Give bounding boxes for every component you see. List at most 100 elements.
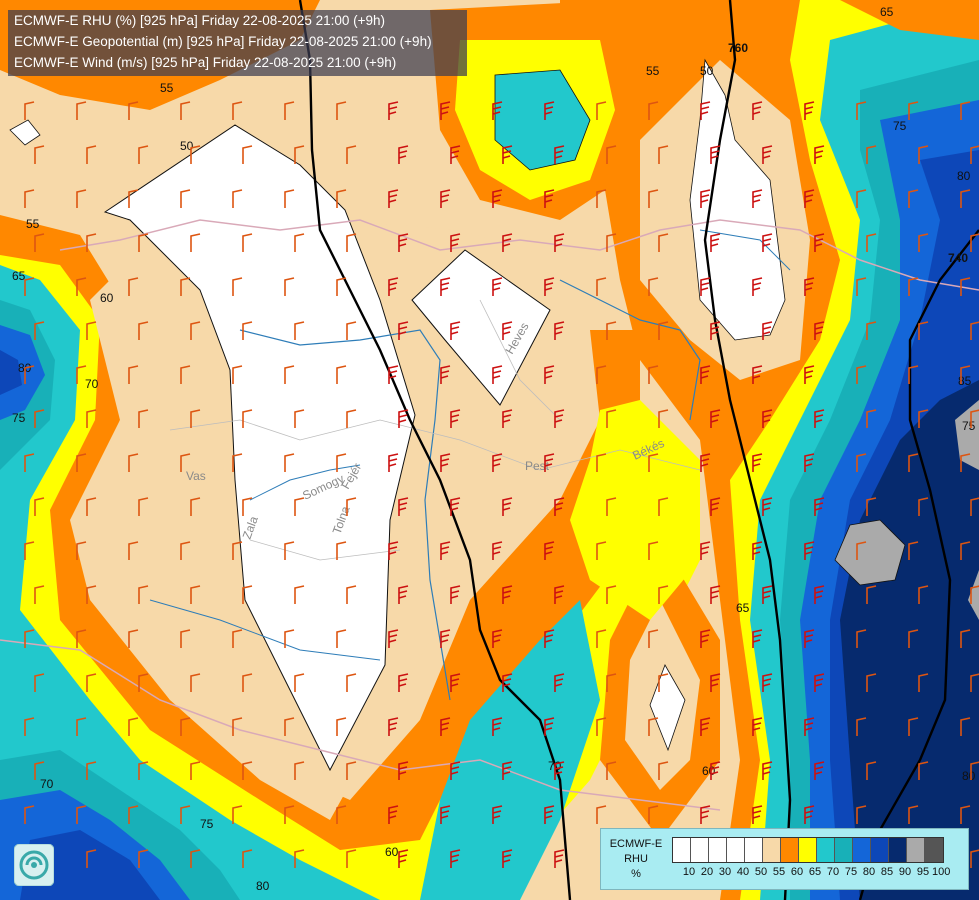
legend-tick-label: 60 bbox=[790, 866, 804, 878]
rhu-contour-label: 55 bbox=[26, 217, 40, 231]
wind-barb-icon bbox=[284, 365, 295, 384]
wind-barb-icon bbox=[606, 585, 617, 604]
wind-barb-icon bbox=[918, 761, 929, 780]
wind-barb-icon bbox=[336, 453, 347, 472]
wind-barb-icon bbox=[180, 277, 191, 296]
wind-barb-icon bbox=[294, 761, 305, 780]
rhu-contour-label: 60 bbox=[100, 291, 114, 305]
wind-barb-icon bbox=[190, 849, 201, 868]
wind-barb-icon bbox=[700, 189, 711, 208]
wind-barb-icon bbox=[336, 717, 347, 736]
wind-barb-icon bbox=[970, 321, 979, 340]
wind-barb-icon bbox=[804, 541, 815, 560]
wind-barb-icon bbox=[866, 321, 877, 340]
wind-barb-icon bbox=[710, 233, 721, 252]
wind-barb-icon bbox=[700, 365, 711, 384]
wind-barb-icon bbox=[128, 717, 139, 736]
wind-barb-icon bbox=[554, 145, 565, 164]
wind-barb-icon bbox=[190, 409, 201, 428]
title-wind: ECMWF-E Wind (m/s) [925 hPa] Friday 22-0… bbox=[14, 55, 397, 70]
wind-barb-icon bbox=[752, 541, 763, 560]
wind-barb-icon bbox=[554, 761, 565, 780]
wind-barb-icon bbox=[450, 849, 461, 868]
rhu-contour-label: 70 bbox=[85, 377, 99, 391]
wind-barb-icon bbox=[294, 585, 305, 604]
wind-barb-icon bbox=[866, 145, 877, 164]
wind-barb-icon bbox=[336, 189, 347, 208]
wind-barb-icon bbox=[866, 497, 877, 516]
title-box: ECMWF-E RHU (%) [925 hPa] Friday 22-08-2… bbox=[8, 10, 467, 76]
wind-barb-icon bbox=[804, 805, 815, 824]
wind-barb-icon bbox=[242, 497, 253, 516]
wind-barb-icon bbox=[970, 409, 979, 428]
wind-barb-icon bbox=[752, 189, 763, 208]
wind-barb-icon bbox=[232, 717, 243, 736]
wind-barb-icon bbox=[856, 541, 867, 560]
wind-barb-icon bbox=[450, 497, 461, 516]
wind-barb-icon bbox=[908, 189, 919, 208]
wind-barb-icon bbox=[398, 145, 409, 164]
legend-swatch bbox=[871, 838, 889, 862]
wind-barb-icon bbox=[804, 365, 815, 384]
wind-barb-icon bbox=[440, 101, 451, 120]
wind-barb-icon bbox=[606, 145, 617, 164]
wind-barb-icon bbox=[336, 541, 347, 560]
wind-barb-icon bbox=[138, 761, 149, 780]
wind-barb-icon bbox=[648, 365, 659, 384]
wind-barb-icon bbox=[232, 453, 243, 472]
wind-barb-icon bbox=[502, 673, 513, 692]
wind-barb-icon bbox=[502, 409, 513, 428]
wind-barb-icon bbox=[450, 145, 461, 164]
wind-barb-icon bbox=[232, 277, 243, 296]
legend-swatch bbox=[817, 838, 835, 862]
wind-barb-icon bbox=[596, 189, 607, 208]
wind-barb-icon bbox=[814, 321, 825, 340]
wind-barb-icon bbox=[190, 497, 201, 516]
wind-barb-icon bbox=[752, 629, 763, 648]
wind-barb-icon bbox=[76, 453, 87, 472]
wind-barb-icon bbox=[502, 761, 513, 780]
wind-barb-icon bbox=[752, 805, 763, 824]
legend-tick-label: 50 bbox=[754, 866, 768, 878]
wind-barb-icon bbox=[596, 101, 607, 120]
wind-barb-icon bbox=[76, 805, 87, 824]
wind-barb-icon bbox=[388, 453, 399, 472]
wind-barb-icon bbox=[648, 277, 659, 296]
wind-barb-icon bbox=[918, 409, 929, 428]
wind-barb-icon bbox=[554, 673, 565, 692]
wind-barb-icon bbox=[606, 497, 617, 516]
title-geopotential: ECMWF-E Geopotential (m) [925 hPa] Frida… bbox=[14, 34, 432, 49]
wind-barb-icon bbox=[658, 321, 669, 340]
wind-barb-icon bbox=[86, 761, 97, 780]
wind-barb-icon bbox=[294, 145, 305, 164]
wind-barb-icon bbox=[970, 145, 979, 164]
wind-barb-icon bbox=[388, 805, 399, 824]
rhu-contour-label: 85 bbox=[958, 374, 972, 388]
wind-barb-icon bbox=[710, 585, 721, 604]
wind-barb-icon bbox=[34, 145, 45, 164]
wind-barb-icon bbox=[190, 761, 201, 780]
region-label: Vas bbox=[186, 469, 206, 483]
wind-barb-icon bbox=[450, 761, 461, 780]
wind-barb-icon bbox=[554, 409, 565, 428]
wind-barb-icon bbox=[804, 101, 815, 120]
wind-barb-icon bbox=[544, 365, 555, 384]
wind-barb-icon bbox=[596, 365, 607, 384]
wind-barb-icon bbox=[388, 189, 399, 208]
wind-barb-icon bbox=[492, 805, 503, 824]
rhu-contour-label: 75 bbox=[893, 119, 907, 133]
wind-barb-icon bbox=[242, 673, 253, 692]
geopotential-label-740: 740 bbox=[948, 251, 968, 265]
rhu-zone-gray-east-edge-2 bbox=[968, 570, 979, 620]
wind-barb-icon bbox=[700, 101, 711, 120]
wind-barb-icon bbox=[866, 409, 877, 428]
wind-barb-icon bbox=[814, 497, 825, 516]
wind-barb-icon bbox=[440, 365, 451, 384]
wind-barb-icon bbox=[86, 321, 97, 340]
rhu-contour-label: 60 bbox=[385, 845, 399, 859]
wind-barb-icon bbox=[648, 541, 659, 560]
ecmwf-logo-icon bbox=[14, 844, 54, 886]
wind-barb-icon bbox=[710, 497, 721, 516]
geopotential-contour-labels: 760 740 bbox=[728, 41, 968, 265]
wind-barb-icon bbox=[336, 101, 347, 120]
